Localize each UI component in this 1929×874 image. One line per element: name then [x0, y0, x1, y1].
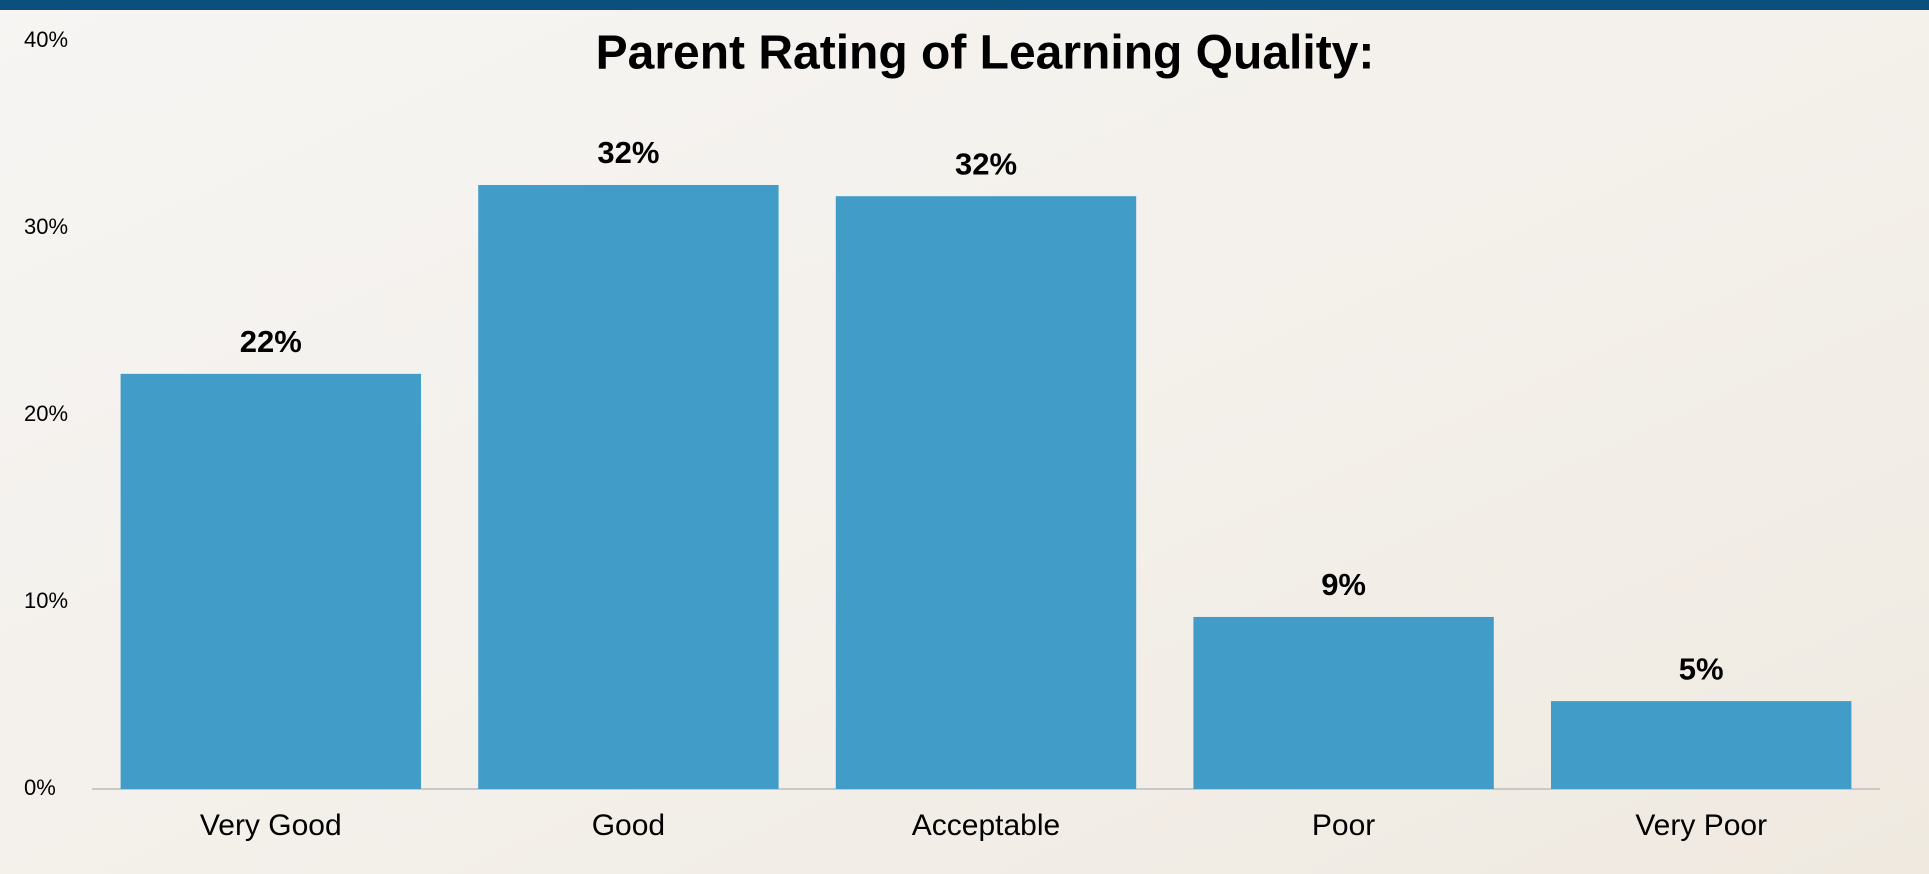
- data-label: 22%: [240, 324, 302, 359]
- x-tick-label: Good: [592, 809, 665, 842]
- data-label: 32%: [597, 135, 659, 170]
- x-tick-label: Very Poor: [1635, 809, 1767, 842]
- chart-title: Parent Rating of Learning Quality:: [596, 27, 1375, 80]
- x-tick-label: Acceptable: [912, 809, 1060, 842]
- data-label: 9%: [1321, 567, 1366, 602]
- chart: Parent Rating of Learning Quality: 0% 10%…: [0, 0, 1929, 874]
- y-tick-label: 30%: [24, 214, 68, 239]
- y-tick-label: 0%: [24, 775, 56, 800]
- data-label: 5%: [1679, 651, 1724, 686]
- bar: [836, 196, 1136, 789]
- bar: [478, 185, 778, 789]
- top-band: [0, 0, 1929, 10]
- x-tick-label: Poor: [1312, 809, 1375, 842]
- bar: [121, 374, 421, 789]
- y-tick-label: 40%: [24, 27, 68, 52]
- bar: [1551, 701, 1851, 789]
- data-label: 32%: [955, 146, 1017, 181]
- bar: [1193, 617, 1493, 789]
- y-tick-label: 20%: [24, 401, 68, 426]
- y-tick-label: 10%: [24, 588, 68, 613]
- x-tick-label: Very Good: [200, 809, 342, 842]
- page: Parent Rating of Learning Quality: 0% 10%…: [0, 0, 1929, 874]
